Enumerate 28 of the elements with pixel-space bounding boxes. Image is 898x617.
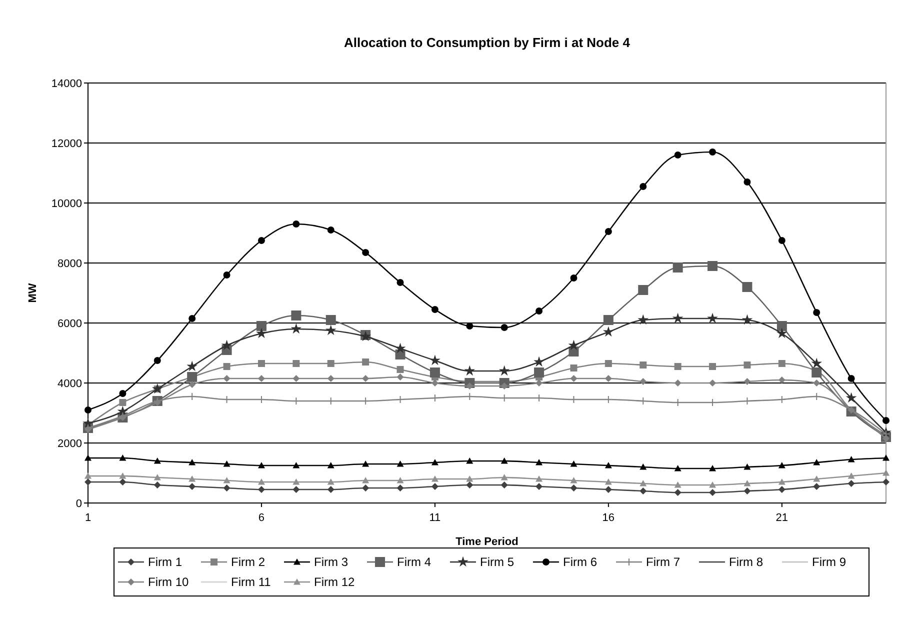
x-tick-label: 21 [776, 512, 788, 524]
y-tick-label: 14000 [51, 78, 82, 90]
y-tick-label: 8000 [58, 258, 82, 270]
chart-title: Allocation to Consumption by Firm i at Node 4 [344, 35, 631, 50]
legend-label: Firm 1 [148, 555, 182, 569]
y-tick-label: 6000 [58, 318, 82, 330]
y-tick-label: 4000 [58, 378, 82, 390]
legend-label: Firm 11 [231, 575, 272, 589]
legend-label: Firm 4 [397, 555, 432, 569]
legend-label: Firm 3 [314, 555, 348, 569]
legend-label: Firm 5 [480, 555, 514, 569]
legend-label: Firm 8 [729, 555, 764, 569]
legend-label: Firm 2 [231, 555, 266, 569]
y-tick-label: 0 [76, 498, 82, 510]
x-axis-title: Time Period [456, 536, 518, 548]
y-tick-label: 2000 [58, 438, 82, 450]
legend-label: Firm 12 [314, 575, 355, 589]
legend-label: Firm 9 [812, 555, 846, 569]
x-tick-label: 6 [258, 512, 265, 524]
y-axis-title: MW [27, 282, 39, 303]
x-tick-label: 1 [84, 512, 92, 524]
x-tick-label: 16 [602, 512, 615, 524]
y-tick-label: 10000 [51, 198, 82, 210]
y-tick-label: 12000 [51, 138, 82, 150]
x-tick-label: 11 [429, 512, 441, 524]
legend-label: Firm 6 [563, 555, 598, 569]
legend-label: Firm 7 [646, 555, 680, 569]
legend-label: Firm 10 [148, 575, 189, 589]
